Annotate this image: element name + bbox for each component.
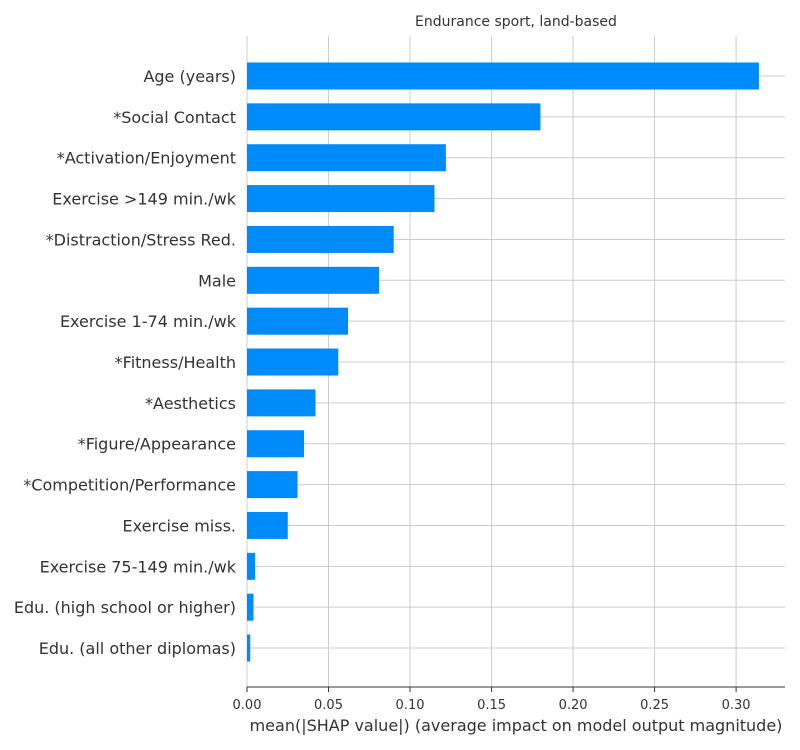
category-label: Male — [198, 271, 236, 290]
bar — [247, 430, 305, 458]
x-tick-label: 0.00 — [233, 698, 262, 713]
bar — [247, 266, 380, 294]
category-label: *Distraction/Stress Red. — [46, 230, 236, 249]
bar — [247, 511, 288, 539]
bar — [247, 593, 254, 621]
bar — [247, 634, 251, 662]
x-tick-label: 0.25 — [640, 698, 669, 713]
bars — [247, 62, 759, 662]
category-label: Exercise 75-149 min./wk — [40, 557, 237, 576]
category-label: *Activation/Enjoyment — [57, 149, 236, 168]
category-label: Edu. (all other diplomas) — [39, 639, 236, 658]
x-tick-label: 0.15 — [477, 698, 506, 713]
x-axis-label: mean(|SHAP value|) (average impact on mo… — [250, 716, 783, 735]
bar — [247, 144, 446, 172]
bar — [247, 62, 759, 90]
x-tick-label: 0.20 — [559, 698, 588, 713]
bar — [247, 307, 349, 335]
bar — [247, 225, 394, 253]
category-labels: Age (years) *Social Contact *Activation/En… — [14, 67, 237, 658]
category-label: Exercise >149 min./wk — [52, 190, 236, 209]
category-label: Exercise 1-74 min./wk — [60, 312, 237, 331]
category-label: Age (years) — [143, 67, 236, 86]
bar — [247, 185, 435, 213]
bar — [247, 348, 339, 376]
category-label: Exercise miss. — [123, 516, 236, 535]
bar — [247, 471, 298, 499]
category-label: *Figure/Appearance — [78, 435, 236, 454]
category-label: *Aesthetics — [145, 394, 236, 413]
bar — [247, 389, 316, 417]
bar — [247, 552, 256, 580]
bar — [247, 103, 541, 131]
x-tick-label: 0.05 — [314, 698, 343, 713]
x-tick-label: 0.10 — [396, 698, 425, 713]
category-label: *Fitness/Health — [115, 353, 236, 372]
category-label: Edu. (high school or higher) — [14, 598, 236, 617]
category-label: *Competition/Performance — [23, 476, 236, 495]
x-tick-label: 0.30 — [722, 698, 751, 713]
category-label: *Social Contact — [113, 108, 236, 127]
x-axis-ticks: 0.00 0.05 0.10 0.15 0.20 0.25 0.30 — [233, 687, 751, 713]
chart-title: Endurance sport, land-based — [415, 14, 617, 30]
